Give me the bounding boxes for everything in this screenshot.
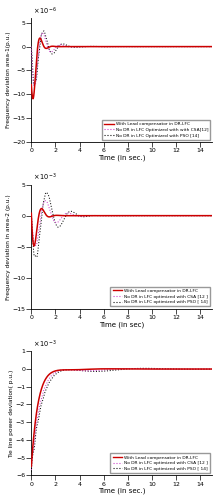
Legend: With Lead compensator in DR-LFC, No DR in LFC Optimized with with CSA[12], No DR: With Lead compensator in DR-LFC, No DR i… (102, 120, 210, 140)
Y-axis label: Tie line power deviation( p.u.): Tie line power deviation( p.u.) (9, 369, 14, 458)
Text: $\times\,10^{-3}$: $\times\,10^{-3}$ (33, 172, 57, 184)
Legend: With Lead compensator in DR-LFC, No DR in LFC optimized with CSA [12 ], No DR in: With Lead compensator in DR-LFC, No DR i… (111, 286, 210, 306)
Y-axis label: Frequency deviation in area-2 (p.u.): Frequency deviation in area-2 (p.u.) (6, 194, 11, 300)
Text: $\times\,10^{-6}$: $\times\,10^{-6}$ (33, 6, 57, 16)
Text: $\times\,10^{-3}$: $\times\,10^{-3}$ (33, 339, 57, 350)
Legend: With Lead compensator in DR-LFC, No DR in LFC optimized with CSA [12 ], No DR in: With Lead compensator in DR-LFC, No DR i… (111, 453, 210, 473)
Y-axis label: Frequency deviation area-1(p.u.): Frequency deviation area-1(p.u.) (5, 32, 10, 128)
X-axis label: Time (in sec.): Time (in sec.) (98, 154, 146, 161)
X-axis label: Time (in sec.): Time (in sec.) (98, 488, 146, 494)
X-axis label: Time (in sec): Time (in sec) (99, 322, 145, 328)
